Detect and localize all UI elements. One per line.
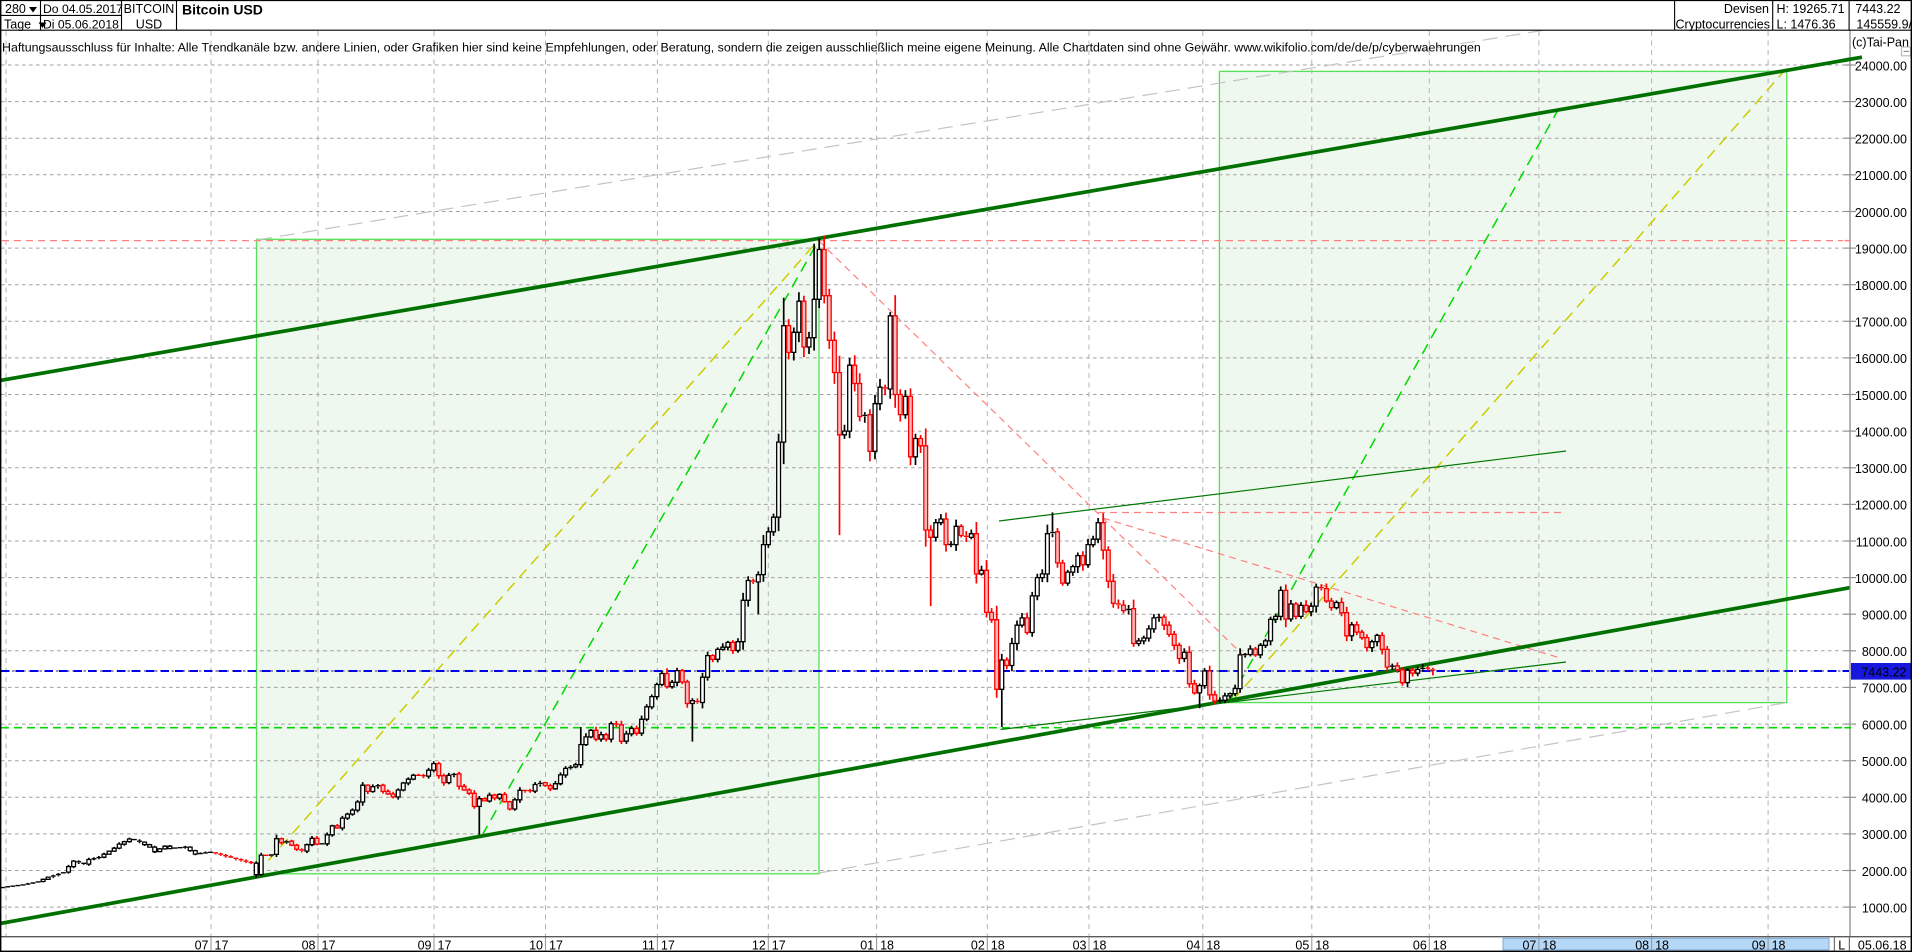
svg-text:05: 05 xyxy=(1295,939,1309,952)
svg-text:18: 18 xyxy=(1433,939,1447,952)
svg-text:USD: USD xyxy=(136,18,162,32)
svg-text:18: 18 xyxy=(880,939,894,952)
svg-text:17: 17 xyxy=(661,939,675,952)
svg-text:1000.00: 1000.00 xyxy=(1862,901,1907,915)
svg-text:03: 03 xyxy=(1073,939,1087,952)
svg-text:8000.00: 8000.00 xyxy=(1862,645,1907,659)
svg-text:23000.00: 23000.00 xyxy=(1855,96,1907,110)
svg-text:12: 12 xyxy=(752,939,766,952)
svg-text:18: 18 xyxy=(1206,939,1220,952)
svg-text:Devisen: Devisen xyxy=(1724,2,1769,16)
svg-text:Cryptocurrencies: Cryptocurrencies xyxy=(1676,18,1770,32)
svg-text:7000.00: 7000.00 xyxy=(1862,682,1907,696)
svg-text:Di 05.06.2018: Di 05.06.2018 xyxy=(43,18,119,32)
svg-text:22000.00: 22000.00 xyxy=(1855,133,1907,147)
svg-text:Do 04.05.2017: Do 04.05.2017 xyxy=(43,2,123,16)
svg-text:24000.00: 24000.00 xyxy=(1855,59,1907,73)
svg-text:05.06.18: 05.06.18 xyxy=(1858,939,1907,952)
svg-text:13000.00: 13000.00 xyxy=(1855,462,1907,476)
svg-text:(c)Tai-Pan: (c)Tai-Pan xyxy=(1852,36,1909,50)
svg-text:BITCOIN: BITCOIN xyxy=(124,2,175,16)
svg-text:7443.22: 7443.22 xyxy=(1861,665,1906,679)
svg-text:15000.00: 15000.00 xyxy=(1855,389,1907,403)
svg-text:07: 07 xyxy=(1522,939,1536,952)
svg-text:21000.00: 21000.00 xyxy=(1855,169,1907,183)
svg-text:18: 18 xyxy=(991,939,1005,952)
svg-text:08: 08 xyxy=(1635,939,1649,952)
svg-text:H: 19265.71: H: 19265.71 xyxy=(1777,2,1845,16)
svg-text:Bitcoin USD: Bitcoin USD xyxy=(182,2,263,18)
svg-text:11000.00: 11000.00 xyxy=(1856,535,1907,549)
svg-text:18: 18 xyxy=(1542,939,1556,952)
svg-text:18000.00: 18000.00 xyxy=(1855,279,1907,293)
svg-text:7443.22: 7443.22 xyxy=(1855,2,1900,16)
svg-text:6000.00: 6000.00 xyxy=(1862,718,1907,732)
svg-text:L: L xyxy=(1838,939,1845,952)
svg-text:17: 17 xyxy=(772,939,786,952)
svg-text:10000.00: 10000.00 xyxy=(1855,572,1907,586)
svg-text:01: 01 xyxy=(860,939,874,952)
svg-text:09: 09 xyxy=(418,939,432,952)
svg-text:17000.00: 17000.00 xyxy=(1855,316,1907,330)
svg-text:4000.00: 4000.00 xyxy=(1862,792,1907,806)
svg-text:19000.00: 19000.00 xyxy=(1855,242,1907,256)
svg-text:12000.00: 12000.00 xyxy=(1855,499,1907,513)
svg-text:17: 17 xyxy=(438,939,452,952)
svg-text:145559.9/: 145559.9/ xyxy=(1856,18,1912,32)
svg-text:9000.00: 9000.00 xyxy=(1862,609,1907,623)
svg-text:16000.00: 16000.00 xyxy=(1855,352,1907,366)
svg-text:18: 18 xyxy=(1772,939,1786,952)
svg-text:11: 11 xyxy=(642,939,655,952)
svg-text:18: 18 xyxy=(1655,939,1669,952)
svg-text:14000.00: 14000.00 xyxy=(1855,425,1907,439)
svg-text:18: 18 xyxy=(1093,939,1107,952)
svg-text:Haftungsausschluss für Inhalte: Haftungsausschluss für Inhalte: Alle Tre… xyxy=(2,41,1481,55)
svg-text:09: 09 xyxy=(1752,939,1766,952)
svg-text:2000.00: 2000.00 xyxy=(1862,865,1907,879)
svg-text:280: 280 xyxy=(5,2,26,16)
svg-text:20000.00: 20000.00 xyxy=(1855,206,1907,220)
svg-text:17: 17 xyxy=(322,939,336,952)
svg-text:08: 08 xyxy=(302,939,316,952)
svg-text:02: 02 xyxy=(971,939,985,952)
svg-text:07: 07 xyxy=(195,939,209,952)
svg-text:06: 06 xyxy=(1413,939,1427,952)
svg-text:5000.00: 5000.00 xyxy=(1862,755,1907,769)
svg-text:L: 1476.36: L: 1476.36 xyxy=(1777,18,1836,32)
svg-text:10: 10 xyxy=(529,939,543,952)
svg-text:04: 04 xyxy=(1186,939,1200,952)
svg-text:17: 17 xyxy=(549,939,563,952)
svg-text:18: 18 xyxy=(1315,939,1329,952)
svg-text:3000.00: 3000.00 xyxy=(1862,828,1907,842)
svg-text:Tage: Tage xyxy=(4,18,31,32)
svg-text:17: 17 xyxy=(215,939,229,952)
